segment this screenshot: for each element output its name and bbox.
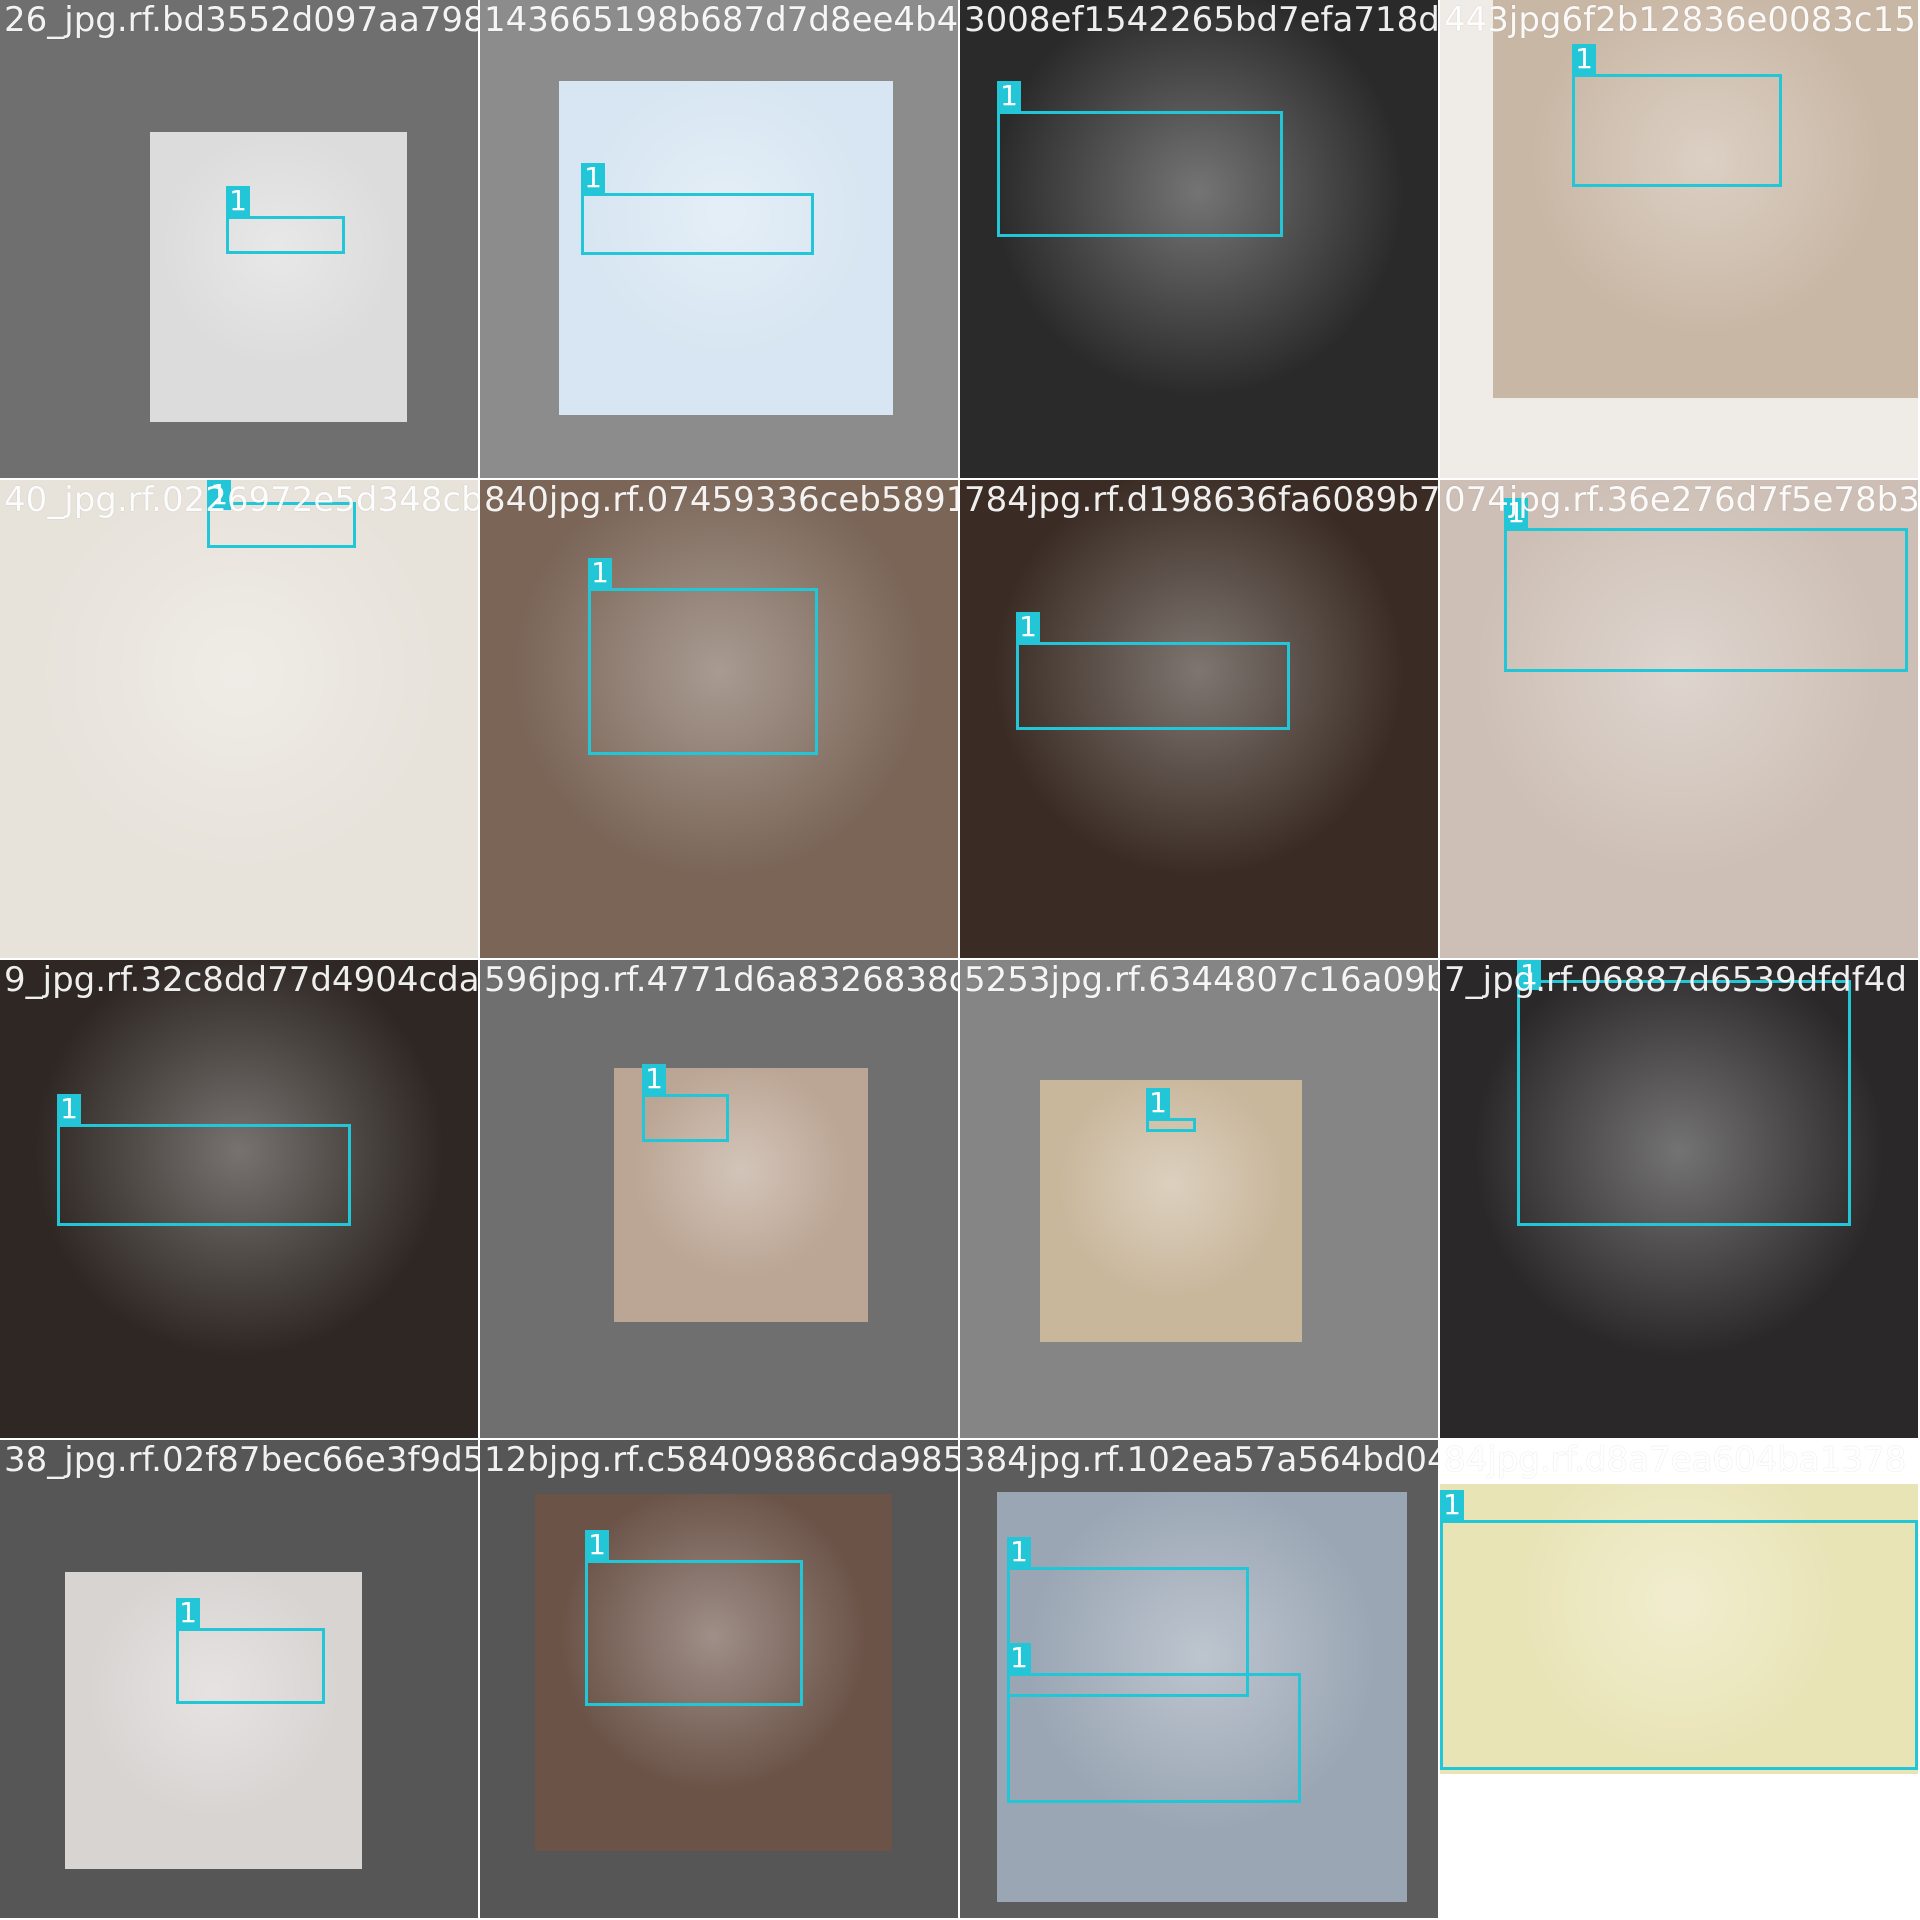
box-class-label: 1	[585, 1530, 609, 1560]
photo-tile	[559, 81, 893, 415]
bounding-box	[1007, 1673, 1301, 1803]
box-class-label: 1	[642, 1064, 666, 1094]
grid-cell: 1 3008ef1542265bd7efa718d	[960, 0, 1438, 478]
photo-tile	[1440, 480, 1918, 958]
photo-tile	[960, 0, 1438, 478]
bounding-box	[1572, 74, 1782, 187]
photo-tile	[614, 1068, 868, 1322]
grid-cell: 1 38_jpg.rf.02f87bec66e3f9d5	[0, 1440, 478, 1918]
photo-tile	[150, 132, 407, 422]
box-class-label: 1	[1007, 1643, 1031, 1673]
grid-cell: 1 1 384jpg.rf.102ea57a564bd040	[960, 1440, 1438, 1918]
box-class-label: 1	[581, 163, 605, 193]
box-class-label: 1	[1504, 498, 1528, 528]
cell-filename: 596jpg.rf.4771d6a8326838cfb5	[484, 960, 958, 1000]
cell-filename: 784jpg.rf.d198636fa6089b750	[964, 480, 1438, 520]
bounding-box	[585, 1560, 803, 1706]
cell-filename: 074jpg.rf.36e276d7f5e78b3ea	[1444, 480, 1918, 520]
bounding-box	[1146, 1118, 1196, 1132]
bounding-box	[176, 1628, 325, 1704]
cell-filename: 9_jpg.rf.32c8dd77d4904cda	[4, 960, 478, 1000]
cell-filename: 840jpg.rf.07459336ceb589194	[484, 480, 958, 520]
photo-tile	[960, 480, 1438, 958]
bounding-box	[1504, 528, 1908, 672]
bounding-box	[1016, 642, 1290, 730]
bounding-box	[1440, 1520, 1918, 1770]
grid-cell: 1 074jpg.rf.36e276d7f5e78b3ea	[1440, 480, 1918, 958]
grid-cell: 1 9_jpg.rf.32c8dd77d4904cda	[0, 960, 478, 1438]
box-class-label: 1	[57, 1094, 81, 1124]
box-class-label: 1	[588, 558, 612, 588]
box-class-label: 1	[1007, 1537, 1031, 1567]
cell-filename: 443jpg6f2b12836e0083c157	[1444, 0, 1918, 40]
photo-tile	[997, 1492, 1407, 1902]
grid-cell: 1 84jpg.rf.d8a7ea604ba1378	[1440, 1440, 1918, 1918]
photo-tile	[1040, 1080, 1302, 1342]
box-class-label: 1	[997, 81, 1021, 111]
box-class-label: 1	[1440, 1490, 1464, 1520]
box-class-label: 1	[207, 480, 231, 510]
cell-filename: 143665198b687d7d8ee4b46	[484, 0, 958, 40]
bounding-box	[997, 111, 1283, 237]
cell-filename: 40_jpg.rf.0226972e5d348cb	[4, 480, 478, 520]
box-class-label: 1	[226, 186, 250, 216]
cell-filename: 384jpg.rf.102ea57a564bd040	[964, 1440, 1438, 1480]
box-class-label: 1	[176, 1598, 200, 1628]
cell-filename: 84jpg.rf.d8a7ea604ba1378	[1444, 1440, 1907, 1480]
grid-cell: 1 5253jpg.rf.6344807c16a09b62	[960, 960, 1438, 1438]
cell-filename: 3008ef1542265bd7efa718d	[964, 0, 1438, 40]
photo-tile	[1440, 1484, 1918, 1774]
box-class-label: 1	[1572, 44, 1596, 74]
grid-cell: 1 26_jpg.rf.bd3552d097aa798	[0, 0, 478, 478]
bounding-box	[57, 1124, 351, 1226]
box-class-label: 1	[1016, 612, 1040, 642]
bounding-box	[642, 1094, 729, 1142]
photo-tile	[1493, 0, 1918, 398]
cell-filename: 26_jpg.rf.bd3552d097aa798	[4, 0, 478, 40]
bounding-box	[588, 588, 818, 755]
cell-filename: 38_jpg.rf.02f87bec66e3f9d5	[4, 1440, 478, 1480]
photo-tile	[480, 480, 958, 958]
cell-filename: 5253jpg.rf.6344807c16a09b62	[964, 960, 1438, 1000]
grid-cell: 1 596jpg.rf.4771d6a8326838cfb5	[480, 960, 958, 1438]
box-class-label: 1	[1517, 960, 1541, 990]
bounding-box	[1517, 980, 1851, 1226]
bounding-box	[226, 216, 345, 254]
photo-tile	[65, 1572, 362, 1869]
cell-filename: 7_jpg.rf.06887d6539dfdf4d	[1444, 960, 1907, 1000]
grid-cell: 1 40_jpg.rf.0226972e5d348cb	[0, 480, 478, 958]
grid-cell: 1 12bjpg.rf.c58409886cda985	[480, 1440, 958, 1918]
grid-cell: 1 443jpg6f2b12836e0083c157	[1440, 0, 1918, 478]
bounding-box	[207, 502, 356, 548]
grid-cell: 1 143665198b687d7d8ee4b46	[480, 0, 958, 478]
grid-cell: 1 840jpg.rf.07459336ceb589194	[480, 480, 958, 958]
bounding-box	[1007, 1567, 1249, 1697]
grid-cell: 1 7_jpg.rf.06887d6539dfdf4d	[1440, 960, 1918, 1438]
box-class-label: 1	[1146, 1088, 1170, 1118]
bounding-box	[581, 193, 814, 255]
cell-filename: 12bjpg.rf.c58409886cda985	[484, 1440, 958, 1480]
grid-cell: 1 784jpg.rf.d198636fa6089b750	[960, 480, 1438, 958]
photo-tile	[0, 480, 478, 958]
photo-tile	[0, 960, 478, 1438]
